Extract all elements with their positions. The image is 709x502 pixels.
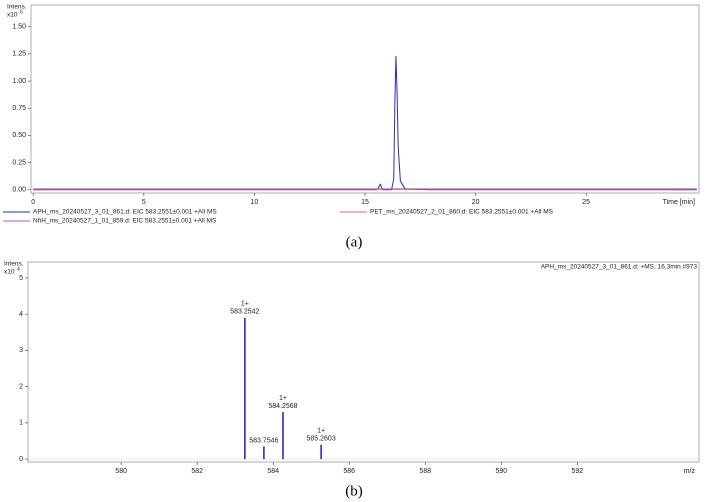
x-tick-label: 588 (419, 468, 431, 475)
x-axis-label: Time [min] (663, 199, 695, 206)
peak-mz-label: 583.7546 (249, 437, 278, 444)
peak-mz-label: 585.2603 (307, 435, 336, 442)
x-tick-label: 10 (251, 199, 259, 206)
y-exponent: 4 (17, 266, 20, 272)
annotation: APH_ms_20240527_3_01_861.d: +MS, 16.3min… (541, 264, 698, 271)
peak-mz-label: 583.2542 (230, 309, 259, 316)
y-tick-label: 0.25 (12, 159, 26, 166)
y-tick-label: 0.00 (12, 187, 26, 194)
x-tick-label: 25 (582, 199, 590, 206)
x-tick-label: 0 (31, 199, 35, 206)
y-multiplier: x10 (4, 269, 15, 276)
y-axis-label: Intens. (4, 261, 24, 268)
y-tick-label: 0.50 (12, 132, 26, 139)
y-tick-label: 1.25 (12, 51, 26, 58)
y-exponent: 6 (20, 9, 23, 15)
x-tick-label: 580 (115, 468, 127, 475)
plot-frame (30, 4, 700, 194)
peak-charge-label: 1+ (279, 395, 287, 402)
y-multiplier: x10 (7, 12, 18, 19)
plot-frame (27, 261, 700, 463)
y-tick-label: 5 (19, 275, 23, 282)
x-tick-label: 5 (142, 199, 146, 206)
caption: (a) (346, 234, 363, 250)
x-axis-label: m/z (684, 468, 696, 475)
y-tick-label: 1 (19, 420, 23, 427)
caption: (b) (345, 483, 363, 499)
y-axis-label: Intens. (7, 4, 27, 11)
y-tick-label: 0 (19, 456, 23, 463)
legend-label: NhH_ms_20240527_1_01_859.d: EIC 583.2551… (33, 218, 217, 225)
trace (33, 56, 697, 191)
x-tick-label: 20 (472, 199, 480, 206)
y-tick-label: 3 (19, 347, 23, 354)
peak-charge-label: 1+ (241, 301, 249, 308)
x-tick-label: 582 (191, 468, 203, 475)
peak-charge-label: 1+ (317, 427, 325, 434)
y-tick-label: 0.75 (12, 105, 26, 112)
legend-label: PET_ms_20240527_2_01_860.d: EIC 583.2551… (370, 209, 554, 216)
x-tick-label: 586 (343, 468, 355, 475)
y-tick-label: 2 (19, 383, 23, 390)
y-tick-label: 1.50 (12, 24, 26, 31)
x-tick-label: 15 (361, 199, 369, 206)
y-tick-label: 1.00 (12, 78, 26, 85)
x-tick-label: 592 (572, 468, 584, 475)
y-tick-label: 4 (19, 311, 23, 318)
x-tick-label: 584 (267, 468, 279, 475)
peak-mz-label: 584.2568 (268, 403, 297, 410)
legend-label: APH_ms_20240527_3_01_861.d: EIC 583.2551… (33, 209, 217, 216)
x-tick-label: 590 (495, 468, 507, 475)
